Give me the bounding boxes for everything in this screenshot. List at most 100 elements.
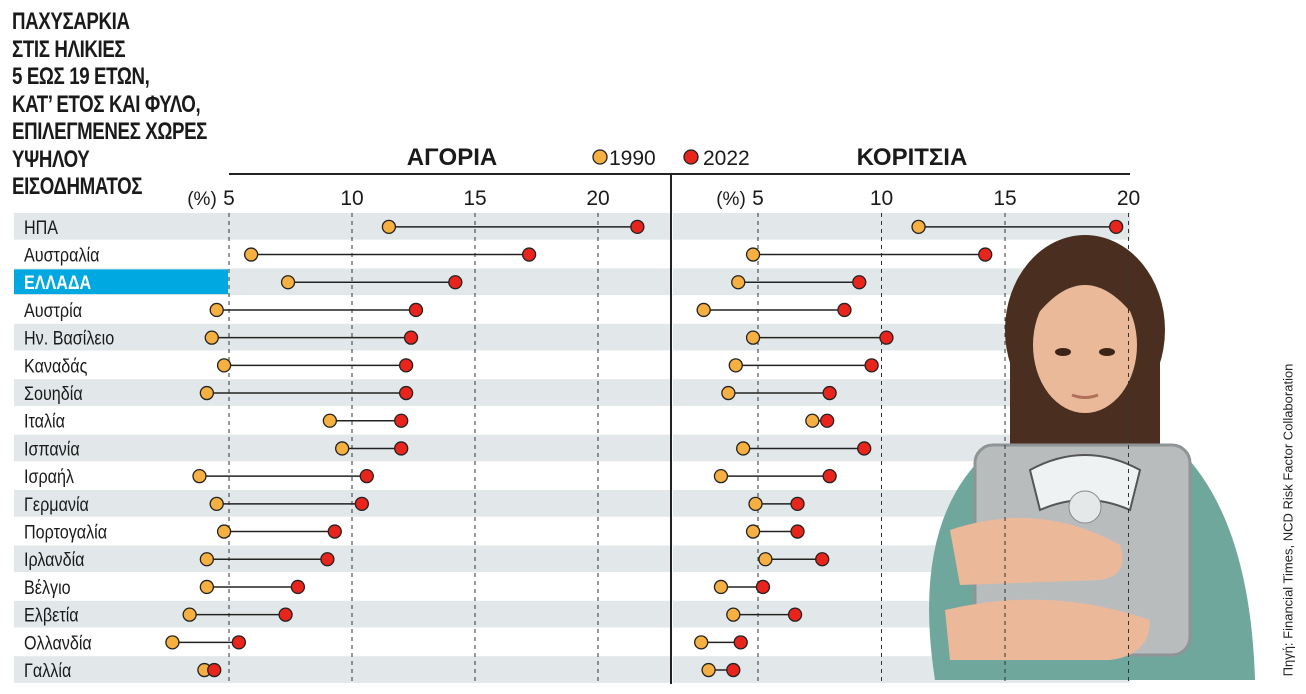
point-2022 <box>837 302 852 318</box>
point-1990 <box>726 607 741 622</box>
title-line: ΕΠΙΛΕΓΜΕΝΕΣ ΧΩΡΕΣ <box>12 118 208 145</box>
point-1990 <box>165 635 180 650</box>
point-1990 <box>243 247 259 262</box>
chart-title: ΠΑΧΥΣΑΡΚΙΑ ΣΤΙΣ ΗΛΙΚΙΕΣ 5 ΕΩΣ 19 ΕΤΩΝ, ΚΑΤ’… <box>12 8 207 201</box>
point-2022 <box>726 662 741 678</box>
point-1990 <box>748 496 763 512</box>
country-label: Ελβετία <box>24 604 79 626</box>
point-2022 <box>398 358 414 373</box>
point-2022 <box>354 496 369 512</box>
point-1990 <box>713 468 729 484</box>
country-label: Βέλγιο <box>24 577 71 599</box>
point-2022 <box>403 330 419 345</box>
point-1990 <box>322 413 338 428</box>
point-2022 <box>820 413 835 428</box>
row-stripe <box>14 600 671 628</box>
point-1990 <box>216 524 232 539</box>
point-2022 <box>398 385 414 401</box>
point-2022 <box>278 607 293 622</box>
tick-label: 10 <box>340 187 363 210</box>
country-label: Πορτογαλία <box>24 521 107 543</box>
point-2022 <box>790 524 805 539</box>
point-1990 <box>745 524 761 539</box>
point-1990 <box>199 385 215 401</box>
point-1990 <box>731 275 746 290</box>
point-2022 <box>359 468 374 484</box>
point-2022 <box>787 607 803 622</box>
point-1990 <box>713 579 729 595</box>
tick-label: 15 <box>463 187 486 210</box>
point-2022 <box>879 330 894 345</box>
point-1990 <box>911 219 926 235</box>
unit-label: (%) <box>187 189 217 210</box>
tick-label: 20 <box>586 187 609 210</box>
point-1990 <box>805 413 820 428</box>
point-1990 <box>199 579 215 595</box>
country-label: ΗΠΑ <box>24 217 58 239</box>
point-2022 <box>290 579 306 595</box>
point-1990 <box>701 662 716 678</box>
country-label: Γερμανία <box>24 494 89 516</box>
unit-label: (%) <box>716 189 746 210</box>
panel-title: ΑΓΟΡΙΑ <box>407 144 497 171</box>
title-line: ΠΑΧΥΣΑΡΚΙΑ <box>12 8 130 35</box>
tick-label: 5 <box>223 187 235 210</box>
panel-title: ΚΟΡΙΤΣΙΑ <box>857 144 968 171</box>
point-2022 <box>394 441 409 456</box>
point-2022 <box>978 247 993 262</box>
country-label: Αυστραλία <box>24 244 99 266</box>
row-stripe <box>14 545 671 573</box>
point-1990 <box>209 302 224 318</box>
point-1990 <box>280 275 296 290</box>
point-1990 <box>335 441 350 456</box>
country-label: Καναδάς <box>24 355 87 377</box>
point-2022 <box>521 247 537 262</box>
legend-1990-label: 1990 <box>609 147 656 170</box>
country-label: Γαλλία <box>24 660 71 682</box>
tick-label: 15 <box>993 187 1016 210</box>
point-2022 <box>327 524 342 539</box>
point-2022 <box>408 302 424 318</box>
country-label: Αυστρία <box>24 300 82 322</box>
legend-2022-label: 2022 <box>703 147 750 170</box>
point-2022 <box>864 358 879 373</box>
point-1990 <box>381 219 397 235</box>
point-1990 <box>745 247 761 262</box>
point-1990 <box>696 302 711 318</box>
point-2022 <box>857 441 872 456</box>
point-1990 <box>192 468 207 484</box>
point-2022 <box>852 275 867 290</box>
title-line: ΚΑΤ’ ΕΤΟΣ ΚΑΙ ΦΥΛΟ, <box>12 90 201 118</box>
highlight-greece <box>14 269 228 295</box>
point-2022 <box>394 413 409 428</box>
source-note: Πηγή: Financial Times, NCD Risk Factor C… <box>1280 363 1296 677</box>
tick-label: 5 <box>752 187 764 210</box>
tick-label: 10 <box>870 187 893 210</box>
point-2022 <box>733 635 748 650</box>
country-label: Σουηδία <box>24 383 83 405</box>
point-2022 <box>320 552 335 567</box>
girl-with-scale-photo <box>929 235 1255 680</box>
point-2022 <box>755 579 771 595</box>
country-label: ΕΛΛΑΔΑ <box>24 272 91 294</box>
country-label: Ολλανδία <box>24 632 92 654</box>
point-2022 <box>231 635 246 650</box>
point-1990 <box>758 552 773 567</box>
row-stripe <box>14 656 671 683</box>
point-1990 <box>182 607 197 622</box>
tick-label: 20 <box>1117 187 1140 210</box>
point-1990 <box>204 330 219 345</box>
point-2022 <box>790 496 805 512</box>
point-2022 <box>448 275 463 290</box>
country-label: Ισραήλ <box>24 466 74 488</box>
legend-1990-marker <box>592 149 608 165</box>
point-1990 <box>199 552 215 567</box>
point-1990 <box>728 358 743 373</box>
title-line: ΣΤΙΣ ΗΛΙΚΙΕΣ <box>12 35 126 63</box>
point-2022 <box>822 468 837 484</box>
point-2022 <box>822 385 837 401</box>
title-line: ΕΙΣΟΔΗΜΑΤΟΣ <box>12 173 143 200</box>
point-2022 <box>815 552 830 567</box>
point-1990 <box>721 385 736 401</box>
point-1990 <box>736 441 751 456</box>
